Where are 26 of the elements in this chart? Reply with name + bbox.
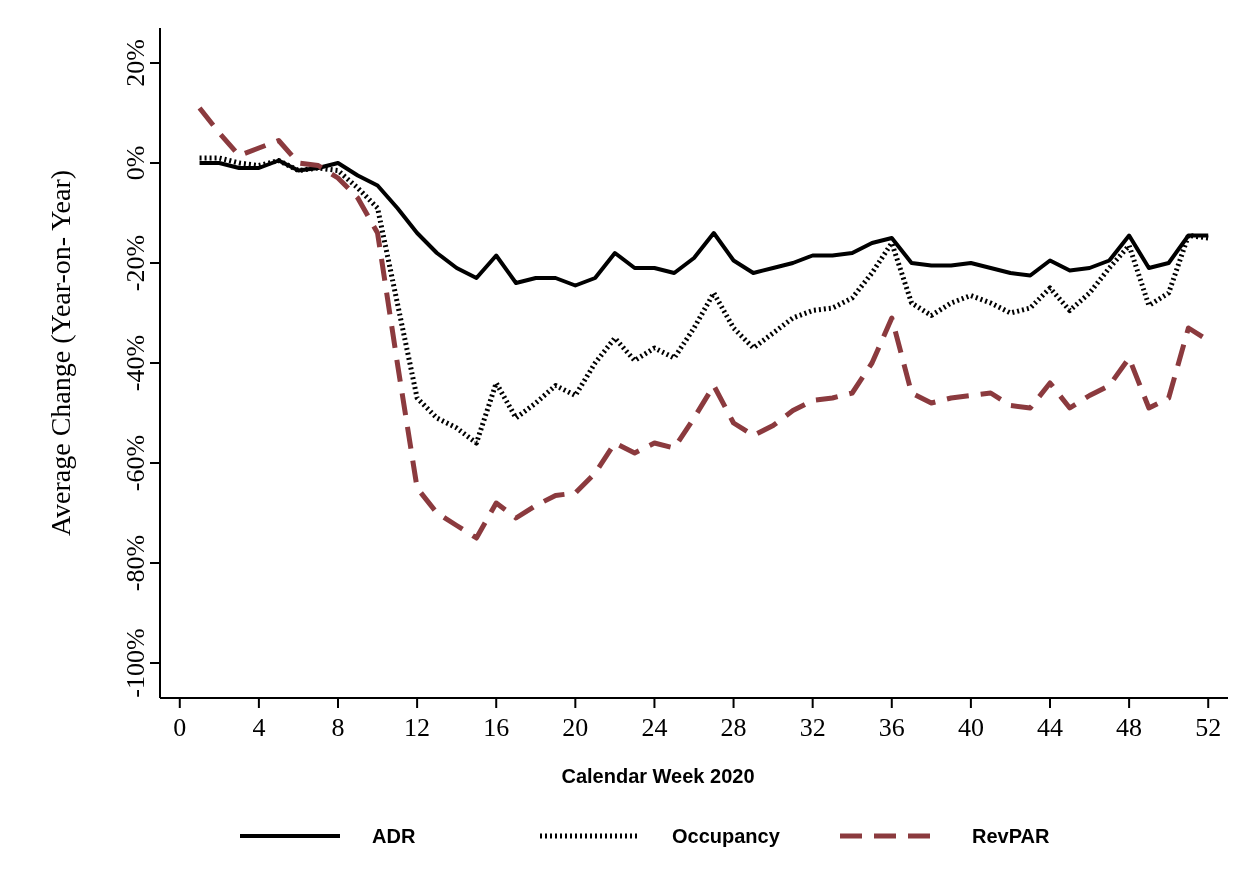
x-tick-label: 0 (173, 713, 187, 742)
y-tick-label: -80% (121, 534, 150, 592)
x-tick-label: 44 (1037, 713, 1063, 742)
x-tick-label: 20 (562, 713, 589, 742)
x-tick-label: 12 (404, 713, 431, 742)
x-tick-label: 52 (1195, 713, 1222, 742)
legend-label: RevPAR (972, 825, 1050, 847)
y-tick-label: -20% (121, 234, 150, 292)
x-tick-label: 4 (252, 713, 266, 742)
x-tick-label: 40 (957, 713, 984, 742)
y-tick-label: 20% (121, 39, 150, 87)
x-tick-label: 32 (799, 713, 826, 742)
y-tick-label: -100% (121, 628, 150, 698)
y-axis-title: Average Change (Year-on- Year) (45, 169, 76, 537)
x-axis-title: Calendar Week 2020 (561, 765, 755, 787)
x-tick-label: 16 (483, 713, 510, 742)
x-tick-label: 8 (331, 713, 345, 742)
x-tick-label: 48 (1116, 713, 1143, 742)
x-tick-label: 28 (720, 713, 747, 742)
x-tick-label: 24 (641, 713, 668, 742)
y-tick-label: -60% (121, 434, 150, 492)
legend-label: ADR (372, 825, 416, 847)
legend-label: Occupancy (672, 825, 781, 847)
y-tick-label: -40% (121, 334, 150, 392)
x-tick-label: 36 (878, 713, 905, 742)
y-tick-label: 0% (121, 145, 150, 181)
